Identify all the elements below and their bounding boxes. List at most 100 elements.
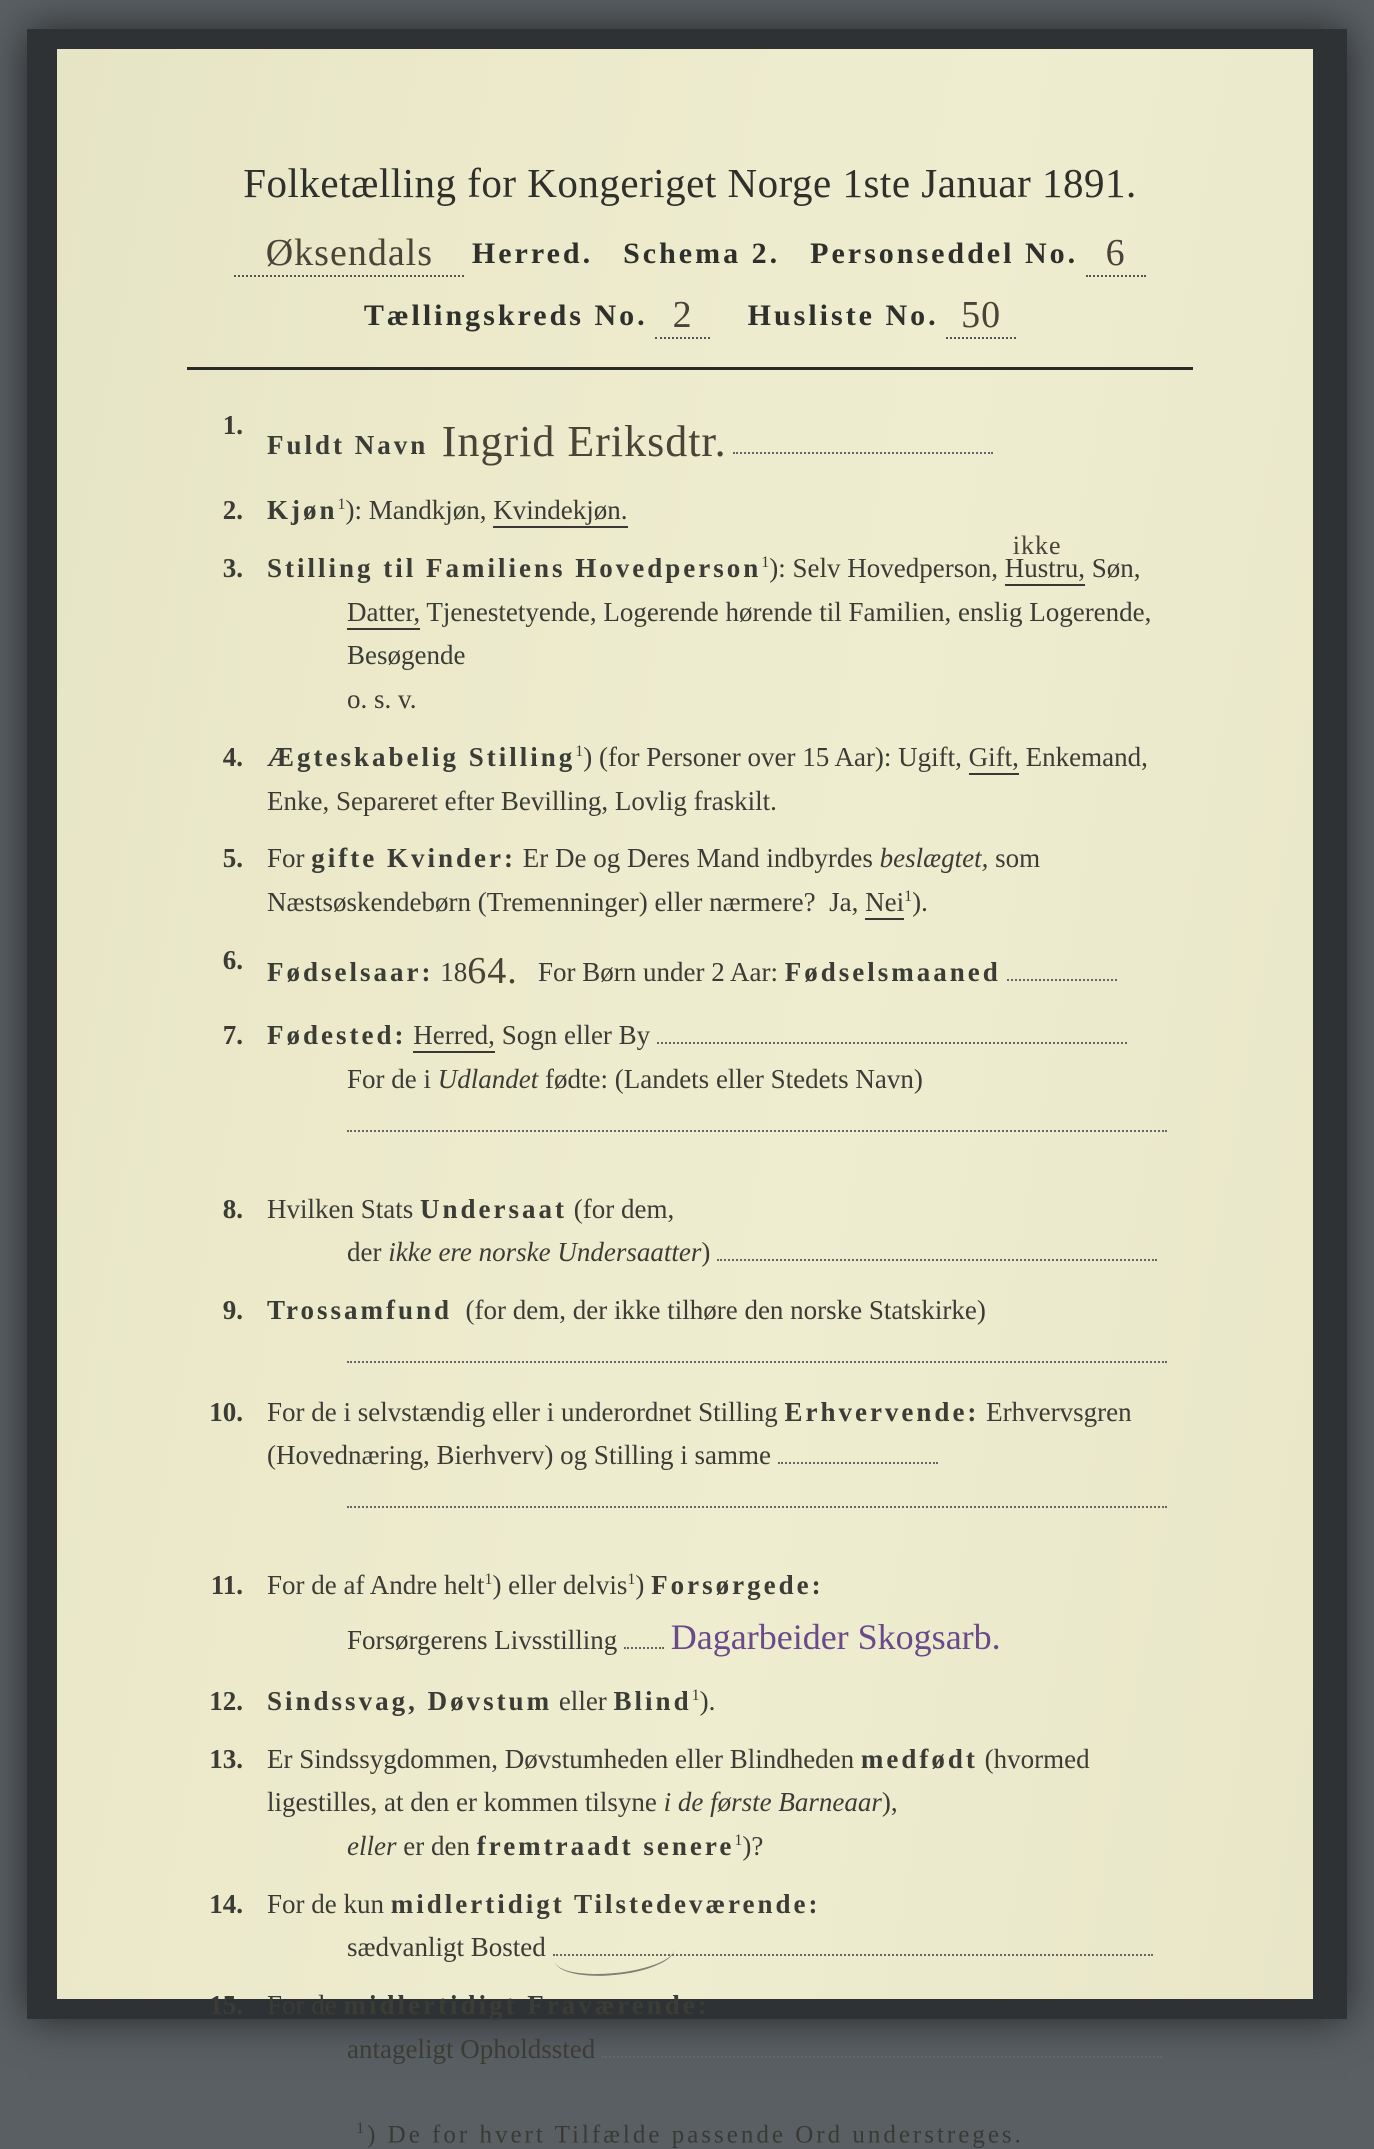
text: Er De og Deres Mand indbyrdes bbox=[523, 843, 873, 873]
italic-text: eller bbox=[347, 1831, 396, 1861]
entry-label: Sindssvag, Døvstum bbox=[267, 1686, 552, 1716]
hustru-annotation-hw: ikke bbox=[1013, 525, 1062, 567]
entry-num: 5. bbox=[187, 837, 243, 881]
entry-label-2: fremtraadt senere bbox=[477, 1831, 735, 1861]
entry-11: 11. For de af Andre helt1) eller delvis1… bbox=[187, 1564, 1193, 1666]
option-male: Mandkjøn, bbox=[369, 495, 487, 525]
herred-handwritten: Øksendals bbox=[266, 232, 433, 274]
entry-label: Fødested: bbox=[267, 1020, 406, 1050]
personseddel-label: Personseddel No. bbox=[810, 237, 1078, 270]
text: Sogn eller By bbox=[502, 1020, 651, 1050]
udlandet: Udlandet bbox=[438, 1064, 539, 1094]
option-gift-underlined: Gift, bbox=[969, 742, 1019, 775]
option-ja: Ja, bbox=[829, 887, 858, 917]
full-name-hw: Ingrid Eriksdtr. bbox=[442, 417, 727, 466]
footnote-marker: 1 bbox=[356, 2120, 367, 2137]
schema-label: Schema 2. bbox=[623, 237, 780, 270]
entry-6: 6. Fødselsaar: 1864. For Børn under 2 Aa… bbox=[187, 939, 1193, 1001]
entry-label: Ægteskabelig Stilling bbox=[267, 742, 575, 772]
entry-num: 11. bbox=[187, 1564, 243, 1608]
entry-num: 6. bbox=[187, 939, 243, 983]
text: sædvanligt Bosted bbox=[347, 1932, 546, 1962]
entry-num: 7. bbox=[187, 1014, 243, 1058]
husliste-no-hw: 50 bbox=[961, 294, 1001, 336]
entry-num: 13. bbox=[187, 1738, 243, 1782]
entry-label: midlertidigt Tilstedeværende: bbox=[391, 1889, 821, 1919]
entry-num: 3. bbox=[187, 547, 243, 591]
text: Selv Hovedperson, bbox=[793, 553, 998, 583]
entry-label: midlertidigt Fraværende: bbox=[344, 1990, 710, 2020]
option-female-underlined: Kvindekjøn. bbox=[493, 495, 627, 528]
lead: For bbox=[267, 843, 305, 873]
birth-year-hw: 64. bbox=[467, 950, 518, 992]
text: Forsørgerens Livsstilling bbox=[347, 1625, 617, 1655]
entry-1: 1. Fuldt Navn Ingrid Eriksdtr. bbox=[187, 404, 1193, 475]
entry-5: 5. For gifte Kvinder: Er De og Deres Man… bbox=[187, 837, 1193, 924]
italic-text: ikke ere norske Undersaatter bbox=[388, 1237, 701, 1267]
year-prefix: 18 bbox=[440, 957, 467, 987]
entry-label: Kjøn bbox=[267, 495, 338, 525]
entry-label: gifte Kvinder: bbox=[311, 843, 516, 873]
entry-num: 15. bbox=[187, 1984, 243, 2028]
text: antageligt Opholdssted bbox=[347, 2034, 595, 2064]
entry-12: 12. Sindssvag, Døvstum eller Blind1). bbox=[187, 1680, 1193, 1724]
option-datter-underlined: Datter, bbox=[347, 597, 420, 630]
entry-15: 15. For de midlertidigt Fraværende: anta… bbox=[187, 1984, 1193, 2071]
entry-13: 13. Er Sindssygdommen, Døvstumheden elle… bbox=[187, 1738, 1193, 1869]
form-entries: 1. Fuldt Navn Ingrid Eriksdtr. 2. Kjøn1)… bbox=[187, 404, 1193, 2072]
footnote-text: ) De for hvert Tilfælde passende Ord und… bbox=[367, 2121, 1024, 2148]
husliste-label: Husliste No. bbox=[748, 299, 939, 332]
text: ) bbox=[701, 1237, 710, 1267]
entry-7: 7. Fødested: Herred, Sogn eller By For d… bbox=[187, 1014, 1193, 1145]
entry-label: Erhvervende: bbox=[784, 1397, 979, 1427]
footnote: 1) De for hvert Tilfælde passende Ord un… bbox=[187, 2120, 1193, 2149]
text: For Børn under 2 Aar: bbox=[538, 957, 778, 987]
entry-num: 9. bbox=[187, 1289, 243, 1333]
header-block: Folketælling for Kongeriget Norge 1ste J… bbox=[187, 159, 1193, 370]
text: (for dem, bbox=[574, 1194, 674, 1224]
entry-label: Fødselsaar: bbox=[267, 957, 433, 987]
text: ), bbox=[882, 1787, 898, 1817]
text: Er Sindssygdommen, Døvstumheden eller Bl… bbox=[267, 1744, 854, 1774]
entry-14: 14. For de kun midlertidigt Tilstedevære… bbox=[187, 1883, 1193, 1970]
text: Søn, bbox=[1092, 553, 1141, 583]
text: For de kun bbox=[267, 1889, 384, 1919]
text: Tjenestetyende, Logerende hørende til Fa… bbox=[347, 597, 1151, 671]
text: For de i selvstændig eller i underordnet… bbox=[267, 1397, 778, 1427]
entry-num: 1. bbox=[187, 404, 243, 448]
text: For de i bbox=[347, 1064, 431, 1094]
text: Ugift, bbox=[898, 742, 962, 772]
italic-text: i de første Barneaar bbox=[664, 1787, 882, 1817]
text: fødte: (Landets eller Stedets Navn) bbox=[545, 1064, 923, 1094]
text: der bbox=[347, 1237, 381, 1267]
entry-num: 12. bbox=[187, 1680, 243, 1724]
entry-label-2: Fødselsmaaned bbox=[785, 957, 1001, 987]
entry-num: 14. bbox=[187, 1883, 243, 1927]
text: (for dem, der ikke tilhøre den norske St… bbox=[466, 1295, 986, 1325]
census-form-paper: Folketælling for Kongeriget Norge 1ste J… bbox=[57, 49, 1313, 1999]
entry-label-2: Blind bbox=[614, 1686, 692, 1716]
footnote-ref: 1 bbox=[692, 1687, 700, 1704]
option-herred-underlined: Herred, bbox=[413, 1020, 495, 1053]
entry-3: 3. Stilling til Familiens Hovedperson1):… bbox=[187, 547, 1193, 722]
entry-10: 10. For de i selvstændig eller i underor… bbox=[187, 1391, 1193, 1522]
main-title: Folketælling for Kongeriget Norge 1ste J… bbox=[187, 159, 1193, 207]
entry-num: 10. bbox=[187, 1391, 243, 1435]
entry-8: 8. Hvilken Stats Undersaat (for dem, der… bbox=[187, 1188, 1193, 1275]
colon: ): bbox=[346, 495, 363, 525]
text: eller bbox=[559, 1686, 607, 1716]
footnote-ref: 1 bbox=[338, 496, 346, 513]
personseddel-no-hw: 6 bbox=[1106, 232, 1126, 274]
osv: o. s. v. bbox=[347, 678, 1193, 722]
sub-line-1: Øksendals Herred. Schema 2. Personseddel… bbox=[187, 229, 1193, 277]
text: ) bbox=[635, 1570, 644, 1600]
text: For de af Andre helt bbox=[267, 1570, 484, 1600]
entry-label: Undersaat bbox=[420, 1194, 567, 1224]
provider-occupation-hw: Dagarbeider Skogsarb. bbox=[671, 1617, 1001, 1657]
footnote-ref: 1 bbox=[904, 888, 912, 905]
divider-rule bbox=[187, 367, 1193, 370]
entry-label: Trossamfund bbox=[267, 1295, 452, 1325]
entry-4: 4. Ægteskabelig Stilling1) (for Personer… bbox=[187, 736, 1193, 823]
kreds-label: Tællingskreds No. bbox=[364, 299, 648, 332]
entry-num: 2. bbox=[187, 489, 243, 533]
